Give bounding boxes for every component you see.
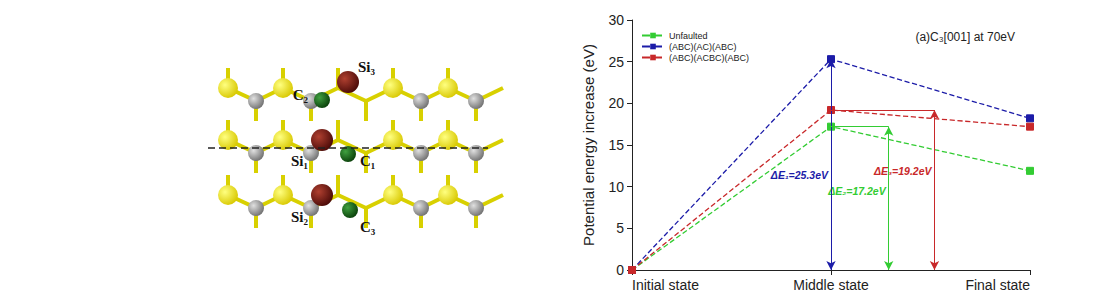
svg-text:25: 25: [608, 54, 624, 70]
svg-text:20: 20: [608, 95, 624, 111]
svg-text:10: 10: [608, 179, 624, 195]
svg-text:0: 0: [616, 262, 624, 278]
svg-text:(ABC)(AC)(ABC): (ABC)(AC)(ABC): [669, 42, 737, 52]
svg-text:Final state: Final state: [965, 277, 1030, 293]
svg-text:15: 15: [608, 137, 624, 153]
svg-text:ΔE₂=17.2eV: ΔE₂=17.2eV: [827, 185, 886, 197]
svg-text:(a)C₃[001] at 70eV: (a)C₃[001] at 70eV: [915, 30, 1015, 44]
svg-text:ΔE₁=25.3eV: ΔE₁=25.3eV: [770, 169, 829, 181]
svg-text:C₁: C₁: [360, 153, 375, 169]
svg-text:Initial state: Initial state: [632, 277, 699, 293]
svg-text:30: 30: [608, 12, 624, 28]
svg-text:ΔE₃=19.2eV: ΔE₃=19.2eV: [873, 165, 933, 177]
svg-text:5: 5: [616, 220, 624, 236]
svg-text:Unfaulted: Unfaulted: [669, 31, 708, 41]
svg-text:C₂: C₂: [293, 87, 309, 103]
svg-text:Si₃: Si₃: [358, 59, 376, 75]
svg-text:Middle state: Middle state: [793, 277, 869, 293]
svg-text:(ABC)(ACBC)(ABC): (ABC)(ACBC)(ABC): [669, 53, 749, 63]
svg-text:Potential energy increase (eV): Potential energy increase (eV): [580, 44, 597, 246]
svg-text:Si₁: Si₁: [291, 153, 308, 169]
svg-text:Si₂: Si₂: [291, 209, 309, 225]
svg-text:C₃: C₃: [360, 219, 376, 235]
